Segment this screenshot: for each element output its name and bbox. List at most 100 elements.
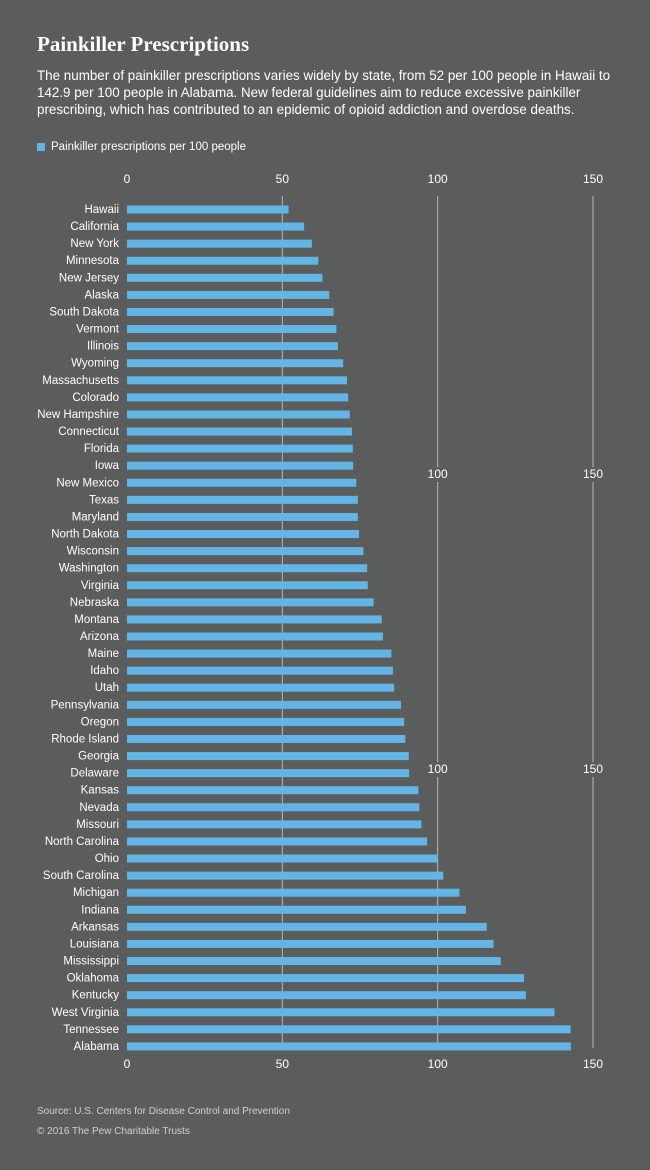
bar-tennessee	[127, 1025, 571, 1034]
bar-wisconsin	[127, 547, 364, 556]
category-label-wisconsin: Wisconsin	[67, 546, 119, 558]
category-label-maine: Maine	[88, 648, 119, 660]
tick-label-backdrop	[580, 762, 606, 777]
category-label-oklahoma: Oklahoma	[67, 973, 120, 985]
category-label-ohio: Ohio	[95, 853, 119, 865]
category-label-rhode-island: Rhode Island	[51, 733, 119, 745]
tick-label-backdrop	[580, 467, 606, 482]
category-label-new-jersey: New Jersey	[59, 272, 119, 284]
tick-label-backdrop	[424, 467, 451, 482]
category-label-florida: Florida	[84, 443, 120, 455]
category-label-nebraska: Nebraska	[70, 597, 120, 609]
category-label-tennessee: Tennessee	[63, 1024, 119, 1036]
category-label-mississippi: Mississippi	[63, 956, 119, 968]
category-label-idaho: Idaho	[90, 665, 119, 677]
bar-south-carolina	[127, 871, 444, 880]
category-label-michigan: Michigan	[73, 887, 119, 899]
bar-arkansas	[127, 922, 487, 931]
x-tick-label-repeat-2-100: 100	[428, 762, 448, 776]
category-label-west-virginia: West Virginia	[52, 1007, 120, 1019]
x-tick-label-top-150: 150	[583, 172, 603, 186]
category-label-connecticut: Connecticut	[58, 426, 120, 438]
x-tick-label-repeat-1-150: 150	[583, 467, 603, 481]
bar-louisiana	[127, 939, 494, 948]
category-label-south-carolina: South Carolina	[43, 870, 120, 882]
tick-label-backdrop	[424, 762, 451, 777]
category-label-nevada: Nevada	[79, 802, 119, 814]
bar-new-mexico	[127, 478, 357, 487]
category-label-delaware: Delaware	[70, 768, 119, 780]
category-label-vermont: Vermont	[76, 324, 120, 336]
category-label-arkansas: Arkansas	[71, 921, 119, 933]
category-label-new-york: New York	[70, 238, 119, 250]
copyright-note: © 2016 The Pew Charitable Trusts	[37, 1126, 190, 1137]
bar-virginia	[127, 581, 368, 590]
bar-iowa	[127, 461, 354, 470]
source-note: Source: U.S. Centers for Disease Control…	[37, 1106, 290, 1117]
bar-rhode-island	[127, 734, 406, 743]
category-label-alabama: Alabama	[74, 1041, 120, 1053]
bar-florida	[127, 444, 353, 453]
bar-maryland	[127, 512, 358, 521]
category-label-virginia: Virginia	[81, 580, 120, 592]
x-tick-label-bottom-100: 100	[428, 1057, 448, 1071]
category-label-massachusetts: Massachusetts	[42, 375, 119, 387]
bar-delaware	[127, 769, 410, 778]
bar-kentucky	[127, 991, 526, 1000]
category-label-missouri: Missouri	[76, 819, 119, 831]
bar-missouri	[127, 820, 422, 829]
category-label-wyoming: Wyoming	[71, 358, 119, 370]
category-label-minnesota: Minnesota	[66, 255, 120, 267]
bar-west-virginia	[127, 1008, 555, 1017]
bar-utah	[127, 683, 395, 692]
bar-north-carolina	[127, 837, 428, 846]
category-label-louisiana: Louisiana	[70, 938, 120, 950]
bar-alabama	[127, 1042, 571, 1051]
category-label-arizona: Arizona	[80, 631, 120, 643]
category-label-utah: Utah	[95, 682, 119, 694]
x-tick-label-repeat-2-150: 150	[583, 762, 603, 776]
category-label-iowa: Iowa	[95, 460, 120, 472]
bar-michigan	[127, 888, 460, 897]
category-label-new-mexico: New Mexico	[56, 477, 119, 489]
category-label-alaska: Alaska	[84, 289, 119, 301]
legend: Painkiller prescriptions per 100 people	[37, 141, 246, 153]
category-label-hawaii: Hawaii	[84, 204, 119, 216]
category-label-north-dakota: North Dakota	[51, 529, 119, 541]
category-label-south-dakota: South Dakota	[49, 306, 119, 318]
category-label-kentucky: Kentucky	[72, 990, 120, 1002]
bar-georgia	[127, 752, 409, 761]
bar-maine	[127, 649, 392, 658]
bar-colorado	[127, 393, 349, 402]
category-label-kansas: Kansas	[81, 785, 120, 797]
bar-connecticut	[127, 427, 352, 436]
bar-new-jersey	[127, 273, 323, 282]
bar-oklahoma	[127, 974, 525, 983]
bar-texas	[127, 495, 358, 504]
category-label-indiana: Indiana	[81, 904, 119, 916]
bar-nebraska	[127, 598, 374, 607]
category-label-north-carolina: North Carolina	[45, 836, 120, 848]
x-tick-label-top-0: 0	[124, 172, 131, 186]
bar-north-dakota	[127, 530, 360, 539]
bar-massachusetts	[127, 376, 347, 385]
bar-washington	[127, 564, 368, 573]
bar-new-hampshire	[127, 410, 350, 419]
x-tick-label-bottom-50: 50	[276, 1057, 290, 1071]
x-tick-label-bottom-150: 150	[583, 1057, 603, 1071]
bar-hawaii	[127, 205, 289, 214]
bar-minnesota	[127, 256, 319, 265]
bar-wyoming	[127, 359, 344, 368]
x-tick-label-bottom-0: 0	[124, 1057, 131, 1071]
bar-new-york	[127, 239, 312, 248]
bar-vermont	[127, 325, 337, 334]
bar-pennsylvania	[127, 700, 402, 709]
category-label-texas: Texas	[89, 494, 119, 506]
category-label-georgia: Georgia	[78, 751, 120, 763]
legend-swatch	[37, 143, 45, 151]
bar-kansas	[127, 786, 419, 795]
x-tick-label-repeat-1-100: 100	[428, 467, 448, 481]
category-label-pennsylvania: Pennsylvania	[51, 699, 120, 711]
bar-illinois	[127, 342, 338, 351]
